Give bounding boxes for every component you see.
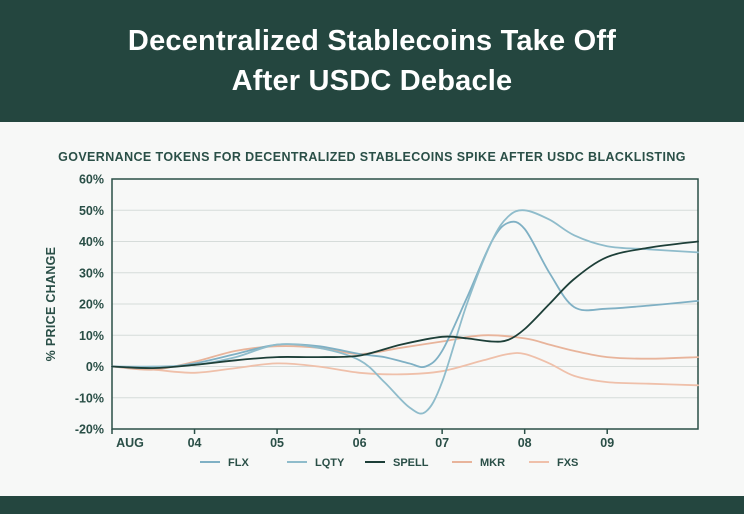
y-tick-label: -10% <box>75 391 104 405</box>
title-banner: Decentralized Stablecoins Take Off After… <box>0 0 744 122</box>
y-tick-label: 30% <box>79 266 104 280</box>
x-tick-label: 06 <box>353 436 367 450</box>
series-line-lqty <box>111 209 699 415</box>
series-line-flx <box>111 220 699 370</box>
legend-label-spell: SPELL <box>393 457 429 469</box>
series-line-mkr <box>111 334 699 371</box>
y-axis-label: % PRICE CHANGE <box>44 247 58 362</box>
legend-label-lqty: LQTY <box>315 457 345 469</box>
page-title-line-2: After USDC Debacle <box>231 65 513 97</box>
legend-label-fxs: FXS <box>557 457 578 469</box>
y-tick-label: 50% <box>79 204 104 218</box>
series-line-spell <box>111 240 699 370</box>
x-tick-label: 05 <box>270 436 284 450</box>
x-tick-label: 09 <box>600 436 614 450</box>
legend-label-mkr: MKR <box>480 457 505 469</box>
series-line-fxs <box>111 352 699 387</box>
y-tick-label: 60% <box>79 173 104 187</box>
footer-bar <box>0 496 744 514</box>
y-tick-label: -20% <box>75 423 104 437</box>
y-tick-label: 0% <box>86 360 104 374</box>
x-tick-label: 07 <box>435 436 449 450</box>
y-tick-label: 10% <box>79 329 104 343</box>
x-tick-label: 04 <box>188 436 202 450</box>
y-tick-label: 20% <box>79 298 104 312</box>
chart-title: GOVERNANCE TOKENS FOR DECENTRALIZED STAB… <box>58 150 686 164</box>
y-tick-label: 40% <box>79 235 104 249</box>
page-title-line-1: Decentralized Stablecoins Take Off <box>127 25 617 57</box>
line-chart: -20% -10% 0% 10% 20% 30% 40% 50% 60% AUG 04 05 06 07 0… <box>44 173 699 469</box>
legend-label-flx: FLX <box>228 457 249 469</box>
x-tick-label: 08 <box>518 436 532 450</box>
x-tick-label: AUG <box>116 436 144 450</box>
plot-frame <box>111 178 699 430</box>
